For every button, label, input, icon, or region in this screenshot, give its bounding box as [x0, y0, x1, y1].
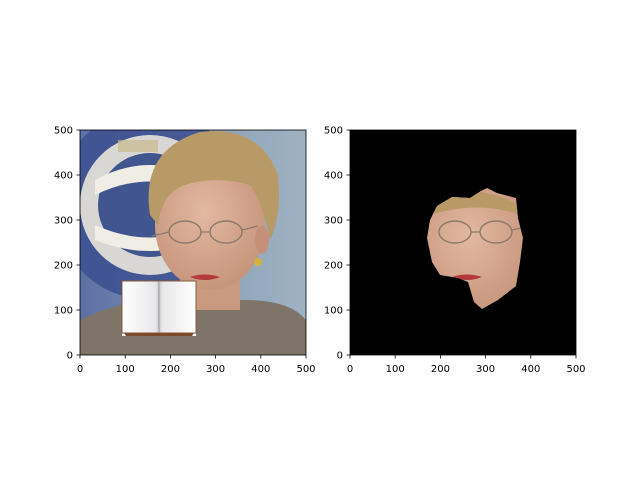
x-tick-label: 0 — [347, 364, 353, 375]
y-tick-label: 0 — [67, 351, 73, 362]
segmented-face-on-black — [350, 130, 576, 355]
x-tick-label: 200 — [431, 364, 450, 375]
y-tick-label: 200 — [324, 261, 343, 272]
x-tick-label: 100 — [116, 364, 135, 375]
x-tick-label: 500 — [296, 364, 315, 375]
segmented-face-panel: 0 100 200 300 400 500 0 100 200 300 400 500 — [324, 126, 586, 376]
x-tick-label: 0 — [77, 364, 83, 375]
y-tick-label: 500 — [54, 126, 73, 137]
x-tick-label: 500 — [566, 364, 585, 375]
book-occluder — [122, 281, 196, 336]
x-tick-label: 100 — [386, 364, 405, 375]
x-tick-label: 400 — [251, 364, 270, 375]
y-tick-label: 100 — [324, 306, 343, 317]
y-tick-label: 200 — [54, 261, 73, 272]
y-tick-label: 100 — [54, 306, 73, 317]
y-tick-label: 300 — [324, 216, 343, 227]
original-photo-panel: 0 100 200 300 400 500 0 100 200 300 400 500 — [54, 110, 316, 375]
x-tick-label: 300 — [206, 364, 225, 375]
y-tick-label: 300 — [54, 216, 73, 227]
y-tick-label: 400 — [324, 171, 343, 182]
portrait-photo-with-book-occluder — [55, 110, 306, 355]
y-tick-label: 500 — [324, 126, 343, 137]
x-tick-label: 300 — [476, 364, 495, 375]
y-tick-label: 0 — [337, 351, 343, 362]
x-tick-label: 200 — [161, 364, 180, 375]
x-tick-label: 400 — [521, 364, 540, 375]
y-tick-label: 400 — [54, 171, 73, 182]
